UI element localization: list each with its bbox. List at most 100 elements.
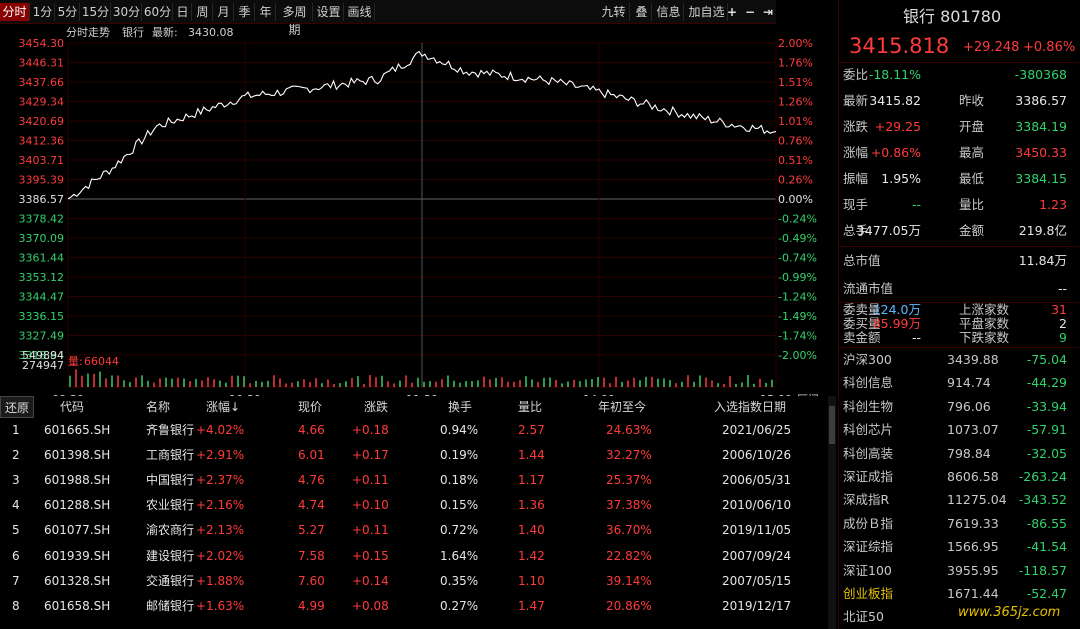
scrollbar-thumb[interactable] <box>829 406 835 444</box>
stat-label-2: 开盘 <box>959 119 985 134</box>
index-change: -263.24 <box>1018 469 1067 484</box>
order-label: 委买量 <box>843 316 881 331</box>
count-label: 下跌家数 <box>959 330 1010 345</box>
cell-idx: 7 <box>12 573 20 588</box>
stat-row: 涨跌 +29.25 开盘 3384.19 <box>839 114 1075 139</box>
order-value: 85.99万 <box>872 316 921 331</box>
order-row: 委买量 85.99万 平盘家数 2 <box>839 317 1075 331</box>
y-tick-left: 3386.57 <box>19 193 65 206</box>
index-row[interactable]: 科创生物 796.06 -33.94 <box>839 395 1075 418</box>
table-row[interactable]: 6 601939.SH 建设银行 +2.02% 7.58 +0.15 1.64% 1.42 22… <box>0 544 826 569</box>
index-row[interactable]: 科创芯片 1073.07 -57.91 <box>839 418 1075 441</box>
cell-pct: +2.37% <box>196 473 245 488</box>
table-row[interactable]: 5 601077.SH 渝农商行 +2.13% 5.27 +0.11 0.72% 1.40 36… <box>0 518 826 543</box>
index-change: -57.91 <box>1026 422 1067 438</box>
index-row[interactable]: 科创信息 914.74 -44.29 <box>839 371 1075 394</box>
column-header-2[interactable]: 涨幅↓ <box>206 396 240 418</box>
count-label: 平盘家数 <box>959 316 1010 331</box>
column-header-1[interactable]: 名称 <box>146 396 170 418</box>
index-row[interactable]: 成份Ｂ指 7619.33 -86.55 <box>839 512 1075 535</box>
period-tab-9[interactable]: 季 <box>235 3 255 21</box>
stat-label: 振幅 <box>843 171 869 186</box>
column-header-5[interactable]: 换手 <box>448 396 472 418</box>
period-tab-2[interactable]: 5分 <box>56 3 80 21</box>
period-tab-10[interactable]: 年 <box>256 3 276 21</box>
column-header-8[interactable]: 入选指数日期 <box>714 396 786 418</box>
index-name: 深证综指 <box>843 539 894 555</box>
period-tab-1[interactable]: 1分 <box>31 3 55 21</box>
table-row[interactable]: 2 601398.SH 工商银行 +2.91% 6.01 +0.17 0.19% 1.44 32… <box>0 443 826 468</box>
index-row[interactable]: 沪深300 3439.88 -75.04 <box>839 348 1075 371</box>
cell-vr: 1.47 <box>518 598 545 613</box>
expand-icon[interactable]: ⇥ <box>762 5 774 19</box>
volume-label: 量: <box>68 355 83 368</box>
table-row[interactable]: 8 601658.SH 邮储银行 +1.63% 4.99 +0.08 0.27% 1.47 20… <box>0 594 826 619</box>
index-row[interactable]: 北证50 <box>839 605 1075 628</box>
market-cap-value: -- <box>1057 281 1067 296</box>
period-tab-4[interactable]: 30分 <box>112 3 142 21</box>
intraday-chart-svg[interactable]: 3454.30 3446.31 3437.66 3429.34 3420.69 3412.… <box>0 24 836 396</box>
index-row[interactable]: 创业板指 1671.44 -52.47 <box>839 582 1075 605</box>
intraday-chart[interactable]: 3454.30 3446.31 3437.66 3429.34 3420.69 3412.… <box>0 24 836 396</box>
period-tab-13[interactable]: 画线 <box>345 3 375 21</box>
index-row[interactable]: 深证100 3955.95 -118.57 <box>839 559 1075 582</box>
period-tab-12[interactable]: 设置 <box>314 3 344 21</box>
stat-row: 总手 3477.05万 金额 219.8亿 <box>839 218 1075 243</box>
y-tick-left: 3361.44 <box>19 252 65 265</box>
column-header-3[interactable]: 现价 <box>298 396 322 418</box>
plus-icon[interactable]: + <box>726 5 738 19</box>
y-tick-right: 1.26% <box>778 96 813 109</box>
column-header-7[interactable]: 年初至今 <box>598 396 646 418</box>
index-value: 8606.58 <box>947 469 999 484</box>
restore-button[interactable]: 还原 <box>0 396 34 418</box>
stat-value-2: 3384.19 <box>1015 119 1067 134</box>
period-tab-5[interactable]: 60分 <box>143 3 173 21</box>
cell-pct: +2.16% <box>196 498 245 513</box>
index-row[interactable]: 科创高装 798.84 -32.05 <box>839 442 1075 465</box>
cell-vr: 1.42 <box>518 548 545 563</box>
cell-pct: +1.88% <box>196 573 245 588</box>
toolbar-right-2[interactable]: 信息 <box>654 3 684 21</box>
column-header-0[interactable]: 代码 <box>60 396 84 418</box>
index-row[interactable]: 深成指R 11275.04 -343.52 <box>839 488 1075 511</box>
sort-desc-icon: ↓ <box>230 400 241 414</box>
table-row[interactable]: 7 601328.SH 交通银行 +1.88% 7.60 +0.14 0.35% 1.10 39… <box>0 569 826 594</box>
index-row[interactable]: 深证综指 1566.95 -41.54 <box>839 535 1075 558</box>
cell-idx: 2 <box>12 448 20 463</box>
order-row: 委卖量 124.0万 上涨家数 31 <box>839 303 1075 317</box>
cell-date: 2006/05/31 <box>722 473 792 488</box>
index-change: -118.57 <box>1018 562 1067 578</box>
table-scrollbar[interactable] <box>828 396 836 629</box>
market-cap-label: 总市值 <box>843 253 881 268</box>
table-row[interactable]: 4 601288.SH 农业银行 +2.16% 4.74 +0.10 0.15% 1.36 37… <box>0 493 826 518</box>
period-tab-3[interactable]: 15分 <box>81 3 111 21</box>
toolbar-right-3[interactable]: 加自选 <box>686 3 728 21</box>
table-row[interactable]: 3 601988.SH 中国银行 +2.37% 4.76 +0.11 0.18% 1.17 25… <box>0 468 826 493</box>
minus-icon[interactable]: − <box>744 5 756 19</box>
index-value: 7619.33 <box>947 515 999 531</box>
quote-change: +29.248 <box>963 40 1020 55</box>
column-header-4[interactable]: 涨跌 <box>364 396 388 418</box>
index-row[interactable]: 深证成指 8606.58 -263.24 <box>839 465 1075 488</box>
cell-turnover: 1.64% <box>440 548 479 563</box>
column-header-6[interactable]: 量比 <box>518 396 542 418</box>
cell-date: 2007/09/24 <box>722 548 792 563</box>
chart-series-name: 银行 <box>122 25 144 39</box>
stat-label-2: 金额 <box>959 223 985 238</box>
period-tab-0[interactable]: 分时 <box>0 3 30 21</box>
toolbar-right-0[interactable]: 九转 <box>598 3 630 21</box>
table-row[interactable]: 1 601665.SH 齐鲁银行 +4.02% 4.66 +0.18 0.94% 2.57 24… <box>0 418 826 443</box>
order-value: -- <box>911 330 921 345</box>
index-change: -44.29 <box>1026 375 1067 391</box>
period-tab-8[interactable]: 月 <box>214 3 234 21</box>
period-tab-11[interactable]: 多周期 <box>277 3 313 37</box>
cell-name: 交通银行 <box>146 573 195 588</box>
index-change: -33.94 <box>1026 398 1067 414</box>
period-tab-6[interactable]: 日 <box>174 3 192 21</box>
stat-value: -- <box>911 197 921 212</box>
period-tab-7[interactable]: 周 <box>193 3 213 21</box>
y-tick-right: 1.76% <box>778 57 813 70</box>
toolbar-right-1[interactable]: 叠 <box>632 3 652 21</box>
stat-label-2: 最低 <box>959 171 985 186</box>
cell-chg: +0.11 <box>352 523 389 538</box>
